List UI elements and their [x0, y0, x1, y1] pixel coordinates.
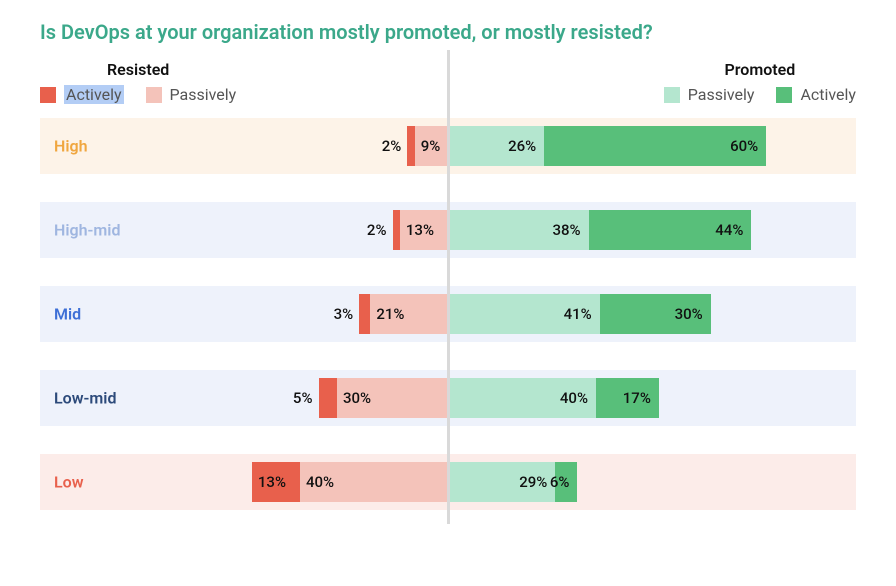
segment-resisted-actively — [393, 210, 400, 250]
legend-heading-resisted: Resisted — [107, 60, 169, 79]
swatch-resisted-passively — [146, 87, 162, 103]
segment-resisted-actively-label: 2% — [382, 137, 402, 155]
bar-left-resisted: 13% — [393, 210, 448, 250]
bar-wrap: 40%13%29%6% — [40, 454, 856, 510]
bar-left-resisted: 9% — [407, 126, 448, 166]
row-label-high: High — [54, 137, 88, 156]
segment-promoted-actively: 6% — [555, 462, 577, 502]
legend-group-resisted: Resisted Actively Passively — [40, 60, 236, 104]
legend-label-promoted-passively: Passively — [688, 85, 755, 104]
segment-promoted-actively: 44% — [589, 210, 752, 250]
chart-row-low: Low40%13%29%6% — [40, 454, 856, 510]
row-label-mid: Mid — [54, 305, 81, 324]
bar-left-resisted: 40%13% — [252, 462, 448, 502]
bar-wrap: 5% 30%40%17% — [40, 370, 856, 426]
bar-right-promoted: 29%6% — [448, 462, 577, 502]
bar-wrap: 2% 13%38%44% — [40, 202, 856, 258]
bar-right-promoted: 38%44% — [448, 210, 751, 250]
bar-right-promoted: 41%30% — [448, 294, 711, 334]
segment-promoted-passively: 41% — [448, 294, 600, 334]
segment-promoted-actively: 30% — [600, 294, 711, 334]
legend-item-promoted-actively: Actively — [776, 85, 856, 104]
legend-item-promoted-passively: Passively — [664, 85, 755, 104]
bar-left-resisted: 21% — [359, 294, 448, 334]
segment-promoted-actively: 17% — [596, 378, 659, 418]
segment-promoted-passively: 29% — [448, 462, 555, 502]
segment-promoted-passively: 38% — [448, 210, 589, 250]
bar-left-resisted: 30% — [319, 378, 449, 418]
segment-promoted-passively: 40% — [448, 378, 596, 418]
segment-resisted-passively: 9% — [415, 126, 448, 166]
segment-resisted-actively-label: 5% — [293, 389, 313, 407]
row-label-low: Low — [54, 473, 84, 492]
legend-item-resisted-passively: Passively — [146, 85, 237, 104]
bar-right-promoted: 26%60% — [448, 126, 766, 166]
swatch-resisted-actively — [40, 87, 56, 103]
legend-item-resisted-actively: Actively — [40, 85, 124, 104]
chart-row-mid: Mid 3% 21%41%30% — [40, 286, 856, 342]
segment-resisted-passively: 30% — [337, 378, 448, 418]
legend: Resisted Actively Passively Promoted Pas… — [40, 60, 856, 104]
chart-row-low-mid: Low-mid 5% 30%40%17% — [40, 370, 856, 426]
bar-wrap: 2% 9%26%60% — [40, 118, 856, 174]
legend-heading-promoted: Promoted — [724, 60, 795, 79]
legend-row-resisted: Actively Passively — [40, 85, 236, 104]
legend-row-promoted: Passively Actively — [664, 85, 856, 104]
bar-right-promoted: 40%17% — [448, 378, 659, 418]
legend-label-resisted-actively: Actively — [64, 85, 124, 104]
chart-page: Is DevOps at your organization mostly pr… — [0, 0, 896, 586]
segment-promoted-passively: 26% — [448, 126, 544, 166]
segment-resisted-actively: 13% — [252, 462, 300, 502]
segment-resisted-actively — [359, 294, 370, 334]
chart-row-high-mid: High-mid 2% 13%38%44% — [40, 202, 856, 258]
segment-resisted-actively — [319, 378, 338, 418]
diverging-bar-chart: High2%9%26%60%High-mid2%13%38%44%Mid3%21… — [40, 118, 856, 510]
legend-group-promoted: Promoted Passively Actively — [664, 60, 856, 104]
row-label-high-mid: High-mid — [54, 221, 120, 240]
segment-resisted-actively-label: 3% — [334, 305, 354, 323]
chart-title: Is DevOps at your organization mostly pr… — [40, 20, 856, 44]
chart-row-high: High 2% 9%26%60% — [40, 118, 856, 174]
segment-resisted-passively: 21% — [370, 294, 448, 334]
bar-wrap: 3% 21%41%30% — [40, 286, 856, 342]
legend-label-promoted-actively: Actively — [800, 85, 856, 104]
segment-resisted-passively: 40% — [300, 462, 448, 502]
swatch-promoted-actively — [776, 87, 792, 103]
segment-resisted-actively — [407, 126, 414, 166]
segment-promoted-actively: 60% — [544, 126, 766, 166]
legend-label-resisted-passively: Passively — [170, 85, 237, 104]
row-label-low-mid: Low-mid — [54, 389, 116, 408]
segment-resisted-passively: 13% — [400, 210, 448, 250]
swatch-promoted-passively — [664, 87, 680, 103]
segment-resisted-actively-label: 2% — [367, 221, 387, 239]
